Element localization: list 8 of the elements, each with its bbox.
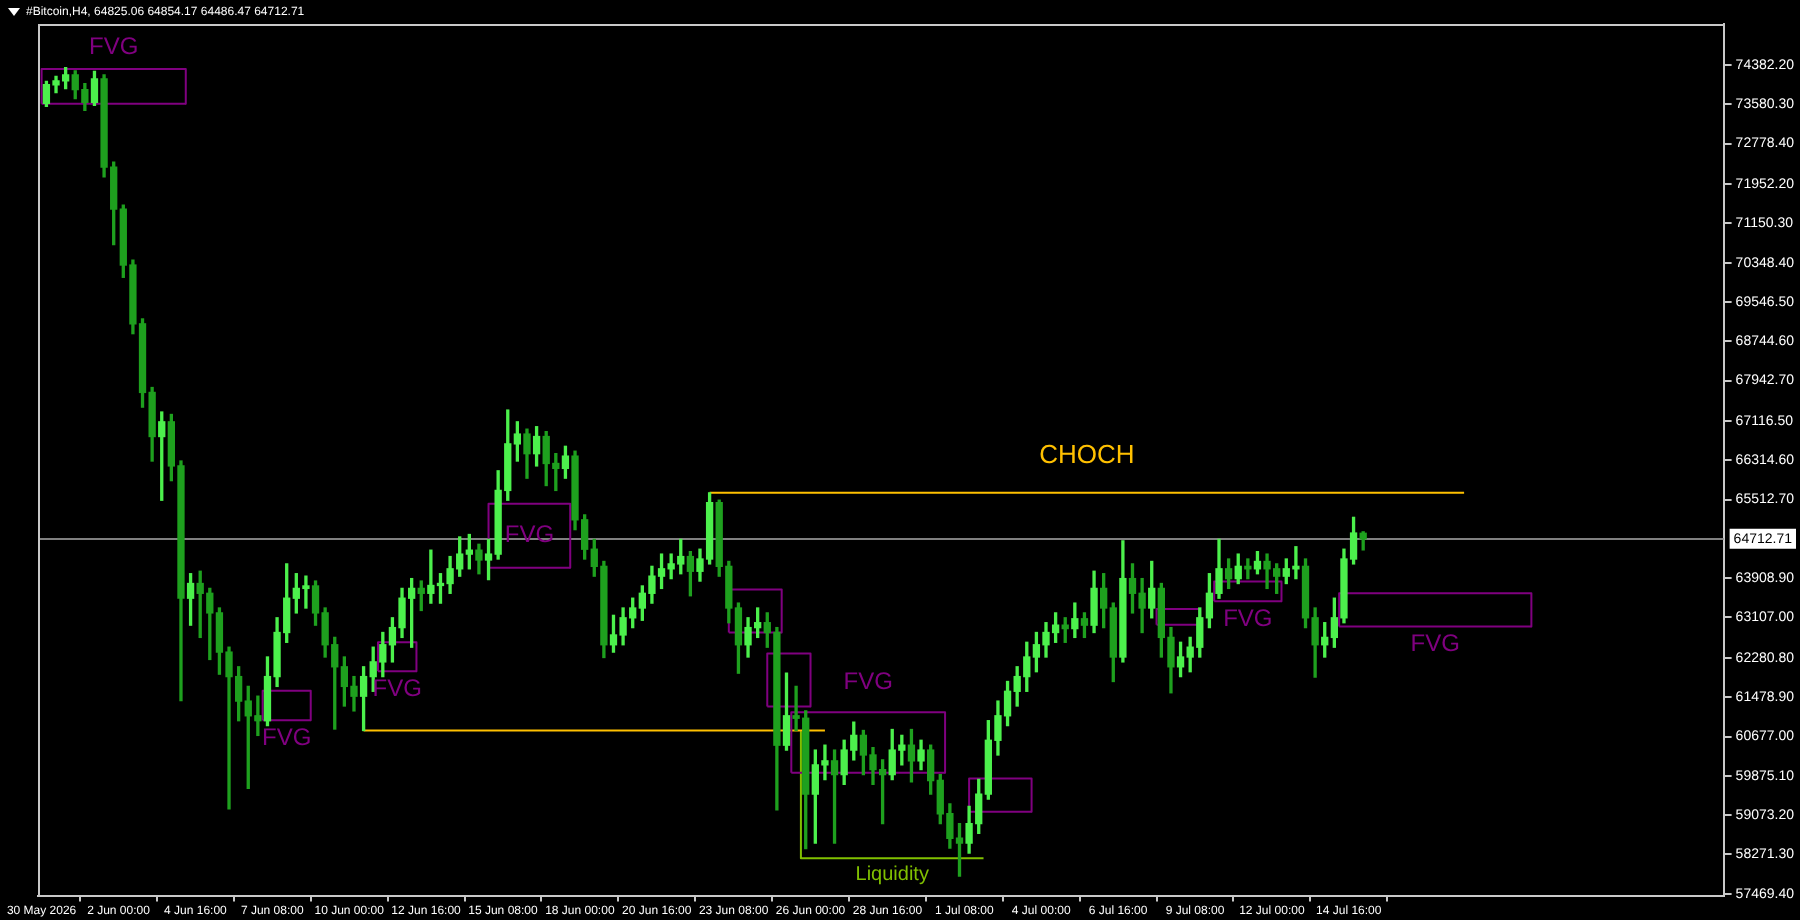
- series-label: Liquidity: [855, 863, 929, 886]
- series-label: FVG: [89, 31, 139, 60]
- series-label: CHOCH: [1039, 439, 1135, 470]
- series-label: FVG: [262, 722, 312, 751]
- series-label: FVG: [1410, 629, 1460, 658]
- series-label: FVG: [372, 673, 422, 702]
- series-label: FVG: [843, 666, 893, 695]
- series-label: FVG: [1223, 603, 1273, 632]
